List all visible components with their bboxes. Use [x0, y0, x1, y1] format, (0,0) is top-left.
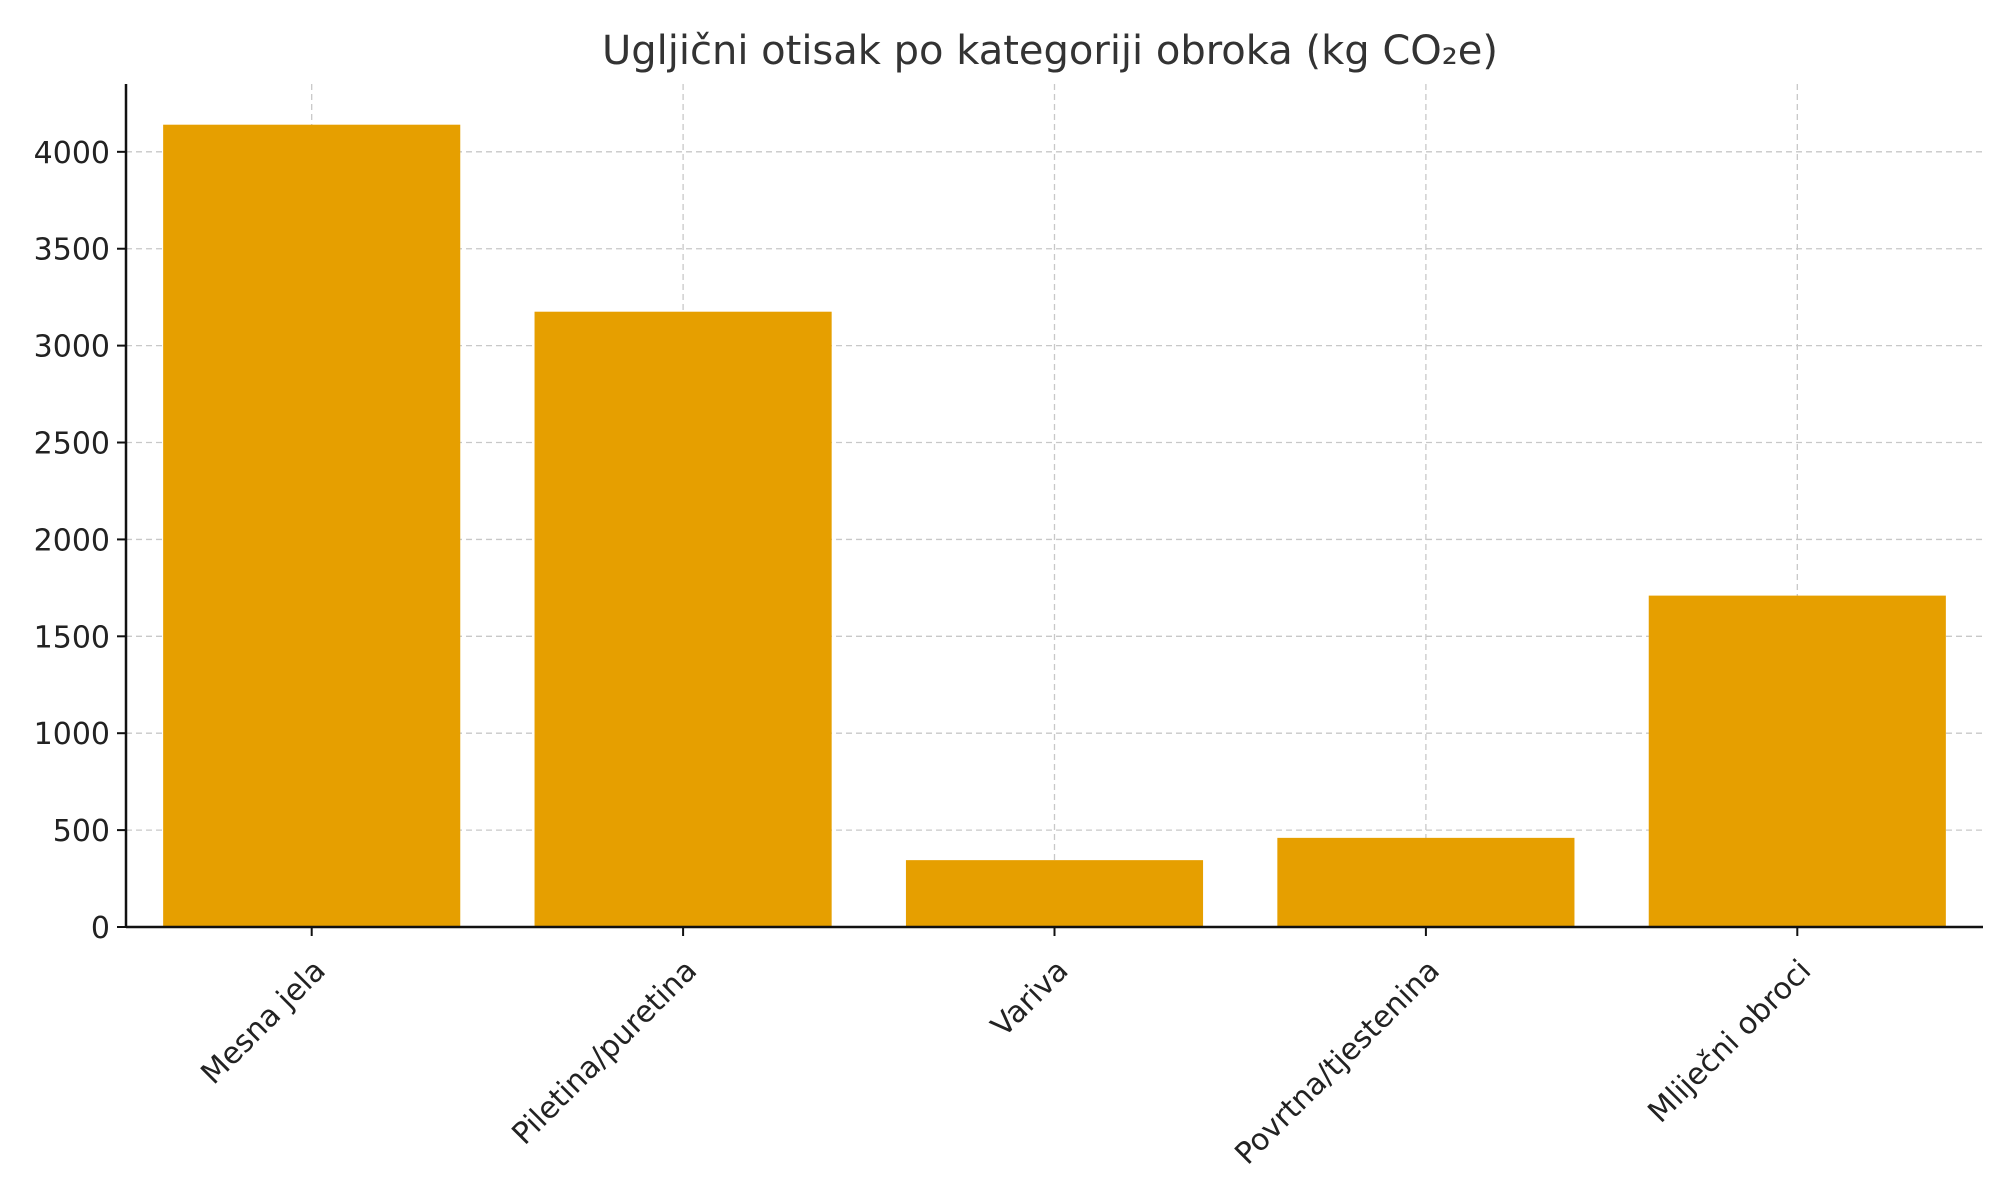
y-tick-label: 3000	[34, 330, 110, 365]
y-tick-label: 0	[91, 911, 110, 946]
x-tick-label: Mesna jela	[194, 953, 332, 1091]
bar	[1277, 837, 1575, 927]
bar	[905, 860, 1204, 927]
bar	[1648, 595, 1946, 927]
y-tick-label: 3500	[34, 233, 110, 268]
x-tick-layer: Mesna jela Piletina/puretina Variva Povrtna…	[194, 927, 1818, 1172]
bar-layer	[163, 124, 1946, 928]
y-tick-layer: 0 500 1000 1500 2000 2500 3000 3500 4000	[34, 136, 126, 946]
y-tick-label: 1500	[34, 620, 110, 655]
x-tick-label: Piletina/puretina	[505, 953, 704, 1152]
y-tick-label: 1000	[34, 717, 110, 752]
y-tick-label: 4000	[34, 136, 110, 171]
y-tick-label: 2000	[34, 523, 110, 558]
y-tick-label: 2500	[34, 427, 110, 462]
y-tick-label: 500	[53, 814, 110, 849]
chart-title: Ugljični otisak po kategoriji obroka (kg…	[602, 28, 1498, 74]
bar	[163, 124, 461, 928]
x-tick-label: Mliječni obroci	[1641, 953, 1818, 1130]
bar	[534, 311, 832, 927]
x-tick-label: Povrtna/tjestenina	[1228, 953, 1446, 1171]
x-tick-label: Variva	[985, 953, 1076, 1044]
